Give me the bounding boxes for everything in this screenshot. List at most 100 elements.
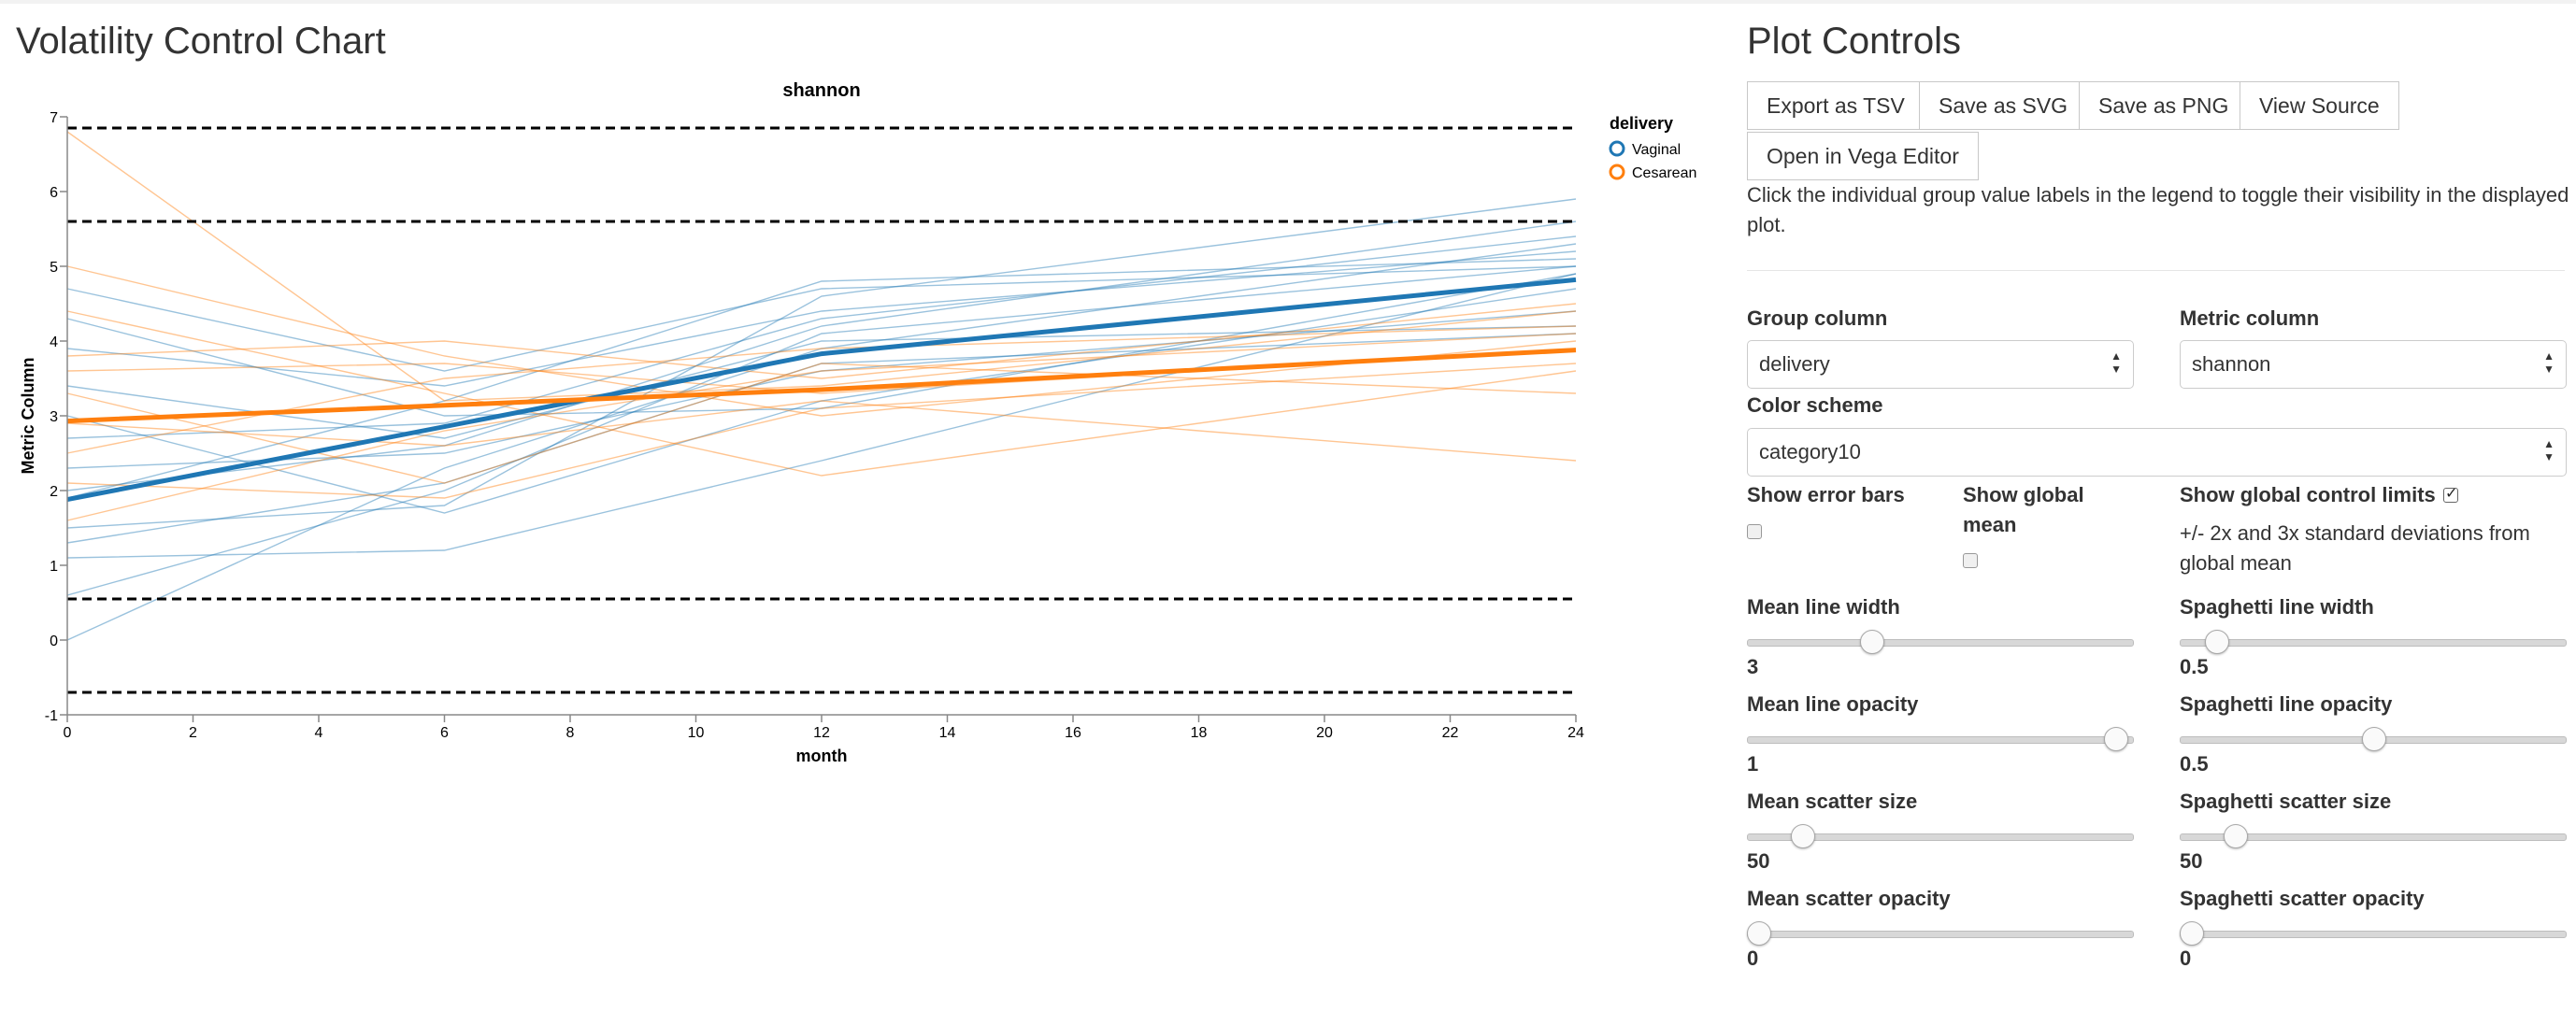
mean-line-opacity-value: 1 [1747,752,1759,776]
spaghetti-line-width-label: Spaghetti line width [2180,595,2374,619]
open-vega-editor-button[interactable]: Open in Vega Editor [1747,132,1979,180]
x-tick-label: 18 [1191,725,1208,741]
slider-thumb[interactable] [1790,824,1815,848]
spaghetti-line [66,273,1577,417]
x-tick-label: 0 [64,725,72,741]
save-svg-button[interactable]: Save as SVG [1919,81,2088,130]
mean-scatter-opacity-label: Mean scatter opacity [1747,887,1951,910]
spaghetti-line-width-slider[interactable] [2180,630,2567,654]
y-tick-label: 0 [50,634,58,649]
metric-column-value: shannon [2192,352,2271,376]
y-tick-label: 5 [50,260,58,276]
x-axis-label: month [796,747,848,765]
x-tick-label: 16 [1065,725,1081,741]
legend-symbol [1609,140,1625,157]
mean-line-cesarean [66,348,1577,424]
show-global-mean-label: Show global mean [1963,483,2084,536]
spaghetti-line [66,310,1577,469]
show-global-control-limits-checkbox[interactable] [2443,484,2458,503]
y-tick-label: 6 [50,185,58,201]
spaghetti-line [66,221,1577,491]
spaghetti-line [66,250,1577,387]
spaghetti-line [66,265,1577,417]
control-limits-note: +/- 2x and 3x standard deviations from g… [2180,521,2530,575]
show-error-bars-checkbox[interactable] [1747,524,1762,539]
mean-scatter-opacity-slider[interactable] [1747,921,2134,946]
x-tick-label: 22 [1442,725,1459,741]
show-error-bars-label: Show error bars [1747,483,1905,506]
x-tick-label: 6 [440,725,449,741]
x-tick-label: 14 [939,725,956,741]
mean-line-width-label: Mean line width [1747,595,1900,619]
y-tick-label: 4 [50,335,58,350]
save-png-button[interactable]: Save as PNG [2079,81,2249,130]
color-scheme-select[interactable]: category10 ▲ ▼ [1747,428,2567,477]
slider-thumb[interactable] [2223,824,2248,848]
x-tick-label: 20 [1316,725,1333,741]
slider-track [2180,639,2567,647]
controls-title: Plot Controls [1747,21,1961,62]
spaghetti-line-width-value: 0.5 [2180,655,2209,678]
spaghetti-line [66,198,1577,529]
show-global-control-limits-label: Show global control limits [2180,483,2436,506]
slider-track [1747,833,2134,841]
spaghetti-line-opacity-label: Spaghetti line opacity [2180,692,2393,716]
mean-line-width-value: 3 [1747,655,1759,678]
slider-track [1747,931,2134,938]
mean-scatter-opacity-value: 0 [1747,947,1759,970]
select-arrows-icon: ▲ ▼ [2111,349,2122,376]
spaghetti-line [66,363,1577,484]
slider-thumb[interactable] [1859,630,1884,654]
y-tick-label: 2 [50,484,58,500]
spaghetti-scatter-opacity-slider[interactable] [2180,921,2567,946]
slider-thumb[interactable] [2362,727,2386,751]
spaghetti-line [66,265,1577,372]
mean-scatter-size-slider[interactable] [1747,824,2134,848]
select-arrows-icon: ▲ ▼ [2543,437,2555,463]
metric-column-label: Metric column [2180,306,2320,330]
slider-thumb[interactable] [1747,921,1771,946]
legend-item-cesarean[interactable]: Cesarean [1632,165,1696,181]
x-tick-label: 2 [189,725,197,741]
group-column-value: delivery [1759,352,1830,376]
mean-line-width-slider[interactable] [1747,630,2134,654]
page-title: Volatility Control Chart [16,21,386,62]
group-column-select[interactable]: delivery ▲ ▼ [1747,340,2134,389]
x-tick-label: 12 [813,725,830,741]
divider [1747,270,2565,271]
spaghetti-line [66,333,1577,544]
slider-thumb[interactable] [2104,727,2129,751]
slider-thumb[interactable] [2180,921,2204,946]
y-axis-label: Metric Column [19,357,37,474]
slider-track [2180,833,2567,841]
y-tick-label: 1 [50,559,58,575]
spaghetti-line-opacity-value: 0.5 [2180,752,2209,776]
top-border [0,0,2576,4]
legend-item-vaginal[interactable]: Vaginal [1632,142,1681,158]
x-tick-label: 24 [1567,725,1584,741]
slider-track [1747,639,2134,647]
x-tick-label: 8 [566,725,575,741]
spaghetti-scatter-opacity-label: Spaghetti scatter opacity [2180,887,2425,910]
spaghetti-line [66,333,1577,521]
spaghetti-line [66,400,1577,462]
spaghetti-line [66,243,1577,641]
x-tick-label: 10 [688,725,705,741]
spaghetti-line-opacity-slider[interactable] [2180,727,2567,751]
slider-thumb[interactable] [2205,630,2230,654]
spaghetti-line [66,258,1577,499]
legend-symbol [1609,164,1625,180]
mean-scatter-size-value: 50 [1747,849,1770,873]
export-tsv-button[interactable]: Export as TSV [1747,81,1925,130]
color-scheme-value: category10 [1759,440,1861,463]
metric-column-select[interactable]: shannon ▲ ▼ [2180,340,2567,389]
group-column-label: Group column [1747,306,1888,330]
slider-track [1747,736,2134,744]
show-global-mean-checkbox[interactable] [1963,553,1978,568]
view-source-button[interactable]: View Source [2240,81,2399,130]
mean-line-opacity-slider[interactable] [1747,727,2134,751]
spaghetti-line [66,363,1577,499]
spaghetti-scatter-size-slider[interactable] [2180,824,2567,848]
y-tick-label: -1 [45,708,58,724]
